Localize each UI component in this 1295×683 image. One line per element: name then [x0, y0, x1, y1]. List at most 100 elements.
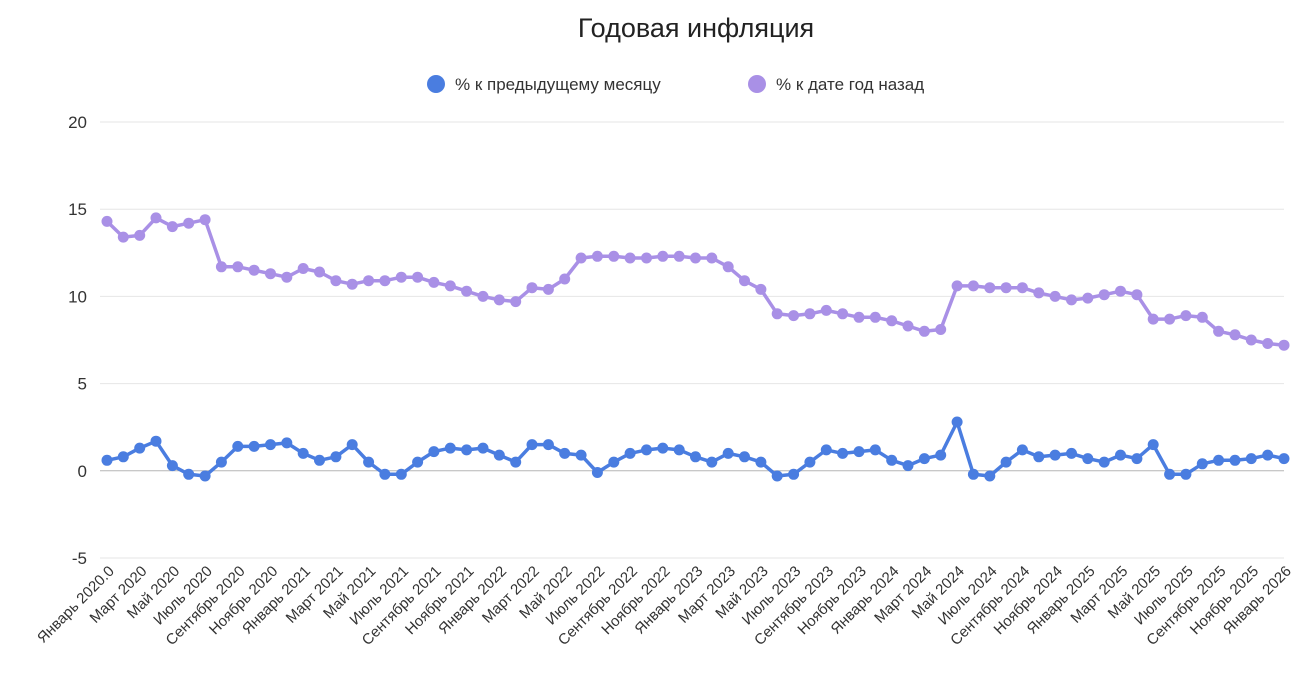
data-point[interactable]: [902, 460, 914, 472]
data-point[interactable]: [608, 250, 620, 262]
data-point[interactable]: [984, 470, 996, 482]
data-point[interactable]: [706, 456, 718, 468]
data-point[interactable]: [624, 252, 636, 264]
data-point[interactable]: [1098, 456, 1110, 468]
data-point[interactable]: [510, 456, 522, 468]
data-point[interactable]: [265, 439, 276, 451]
data-point[interactable]: [1245, 453, 1257, 465]
data-point[interactable]: [232, 440, 244, 452]
data-point[interactable]: [1213, 454, 1225, 466]
data-point[interactable]: [542, 283, 554, 295]
data-point[interactable]: [166, 221, 178, 233]
data-point[interactable]: [1147, 439, 1159, 451]
data-point[interactable]: [1016, 282, 1028, 294]
data-point[interactable]: [1049, 449, 1061, 461]
data-point[interactable]: [591, 467, 603, 478]
data-point[interactable]: [820, 444, 832, 456]
data-point[interactable]: [837, 447, 849, 459]
data-point[interactable]: [1115, 285, 1126, 297]
data-point[interactable]: [1000, 456, 1012, 468]
data-point[interactable]: [935, 449, 947, 461]
data-point[interactable]: [493, 449, 505, 461]
data-point[interactable]: [722, 261, 734, 273]
data-point[interactable]: [1180, 468, 1192, 480]
data-point[interactable]: [1229, 329, 1241, 341]
data-point[interactable]: [902, 320, 914, 332]
data-point[interactable]: [657, 250, 669, 262]
data-point[interactable]: [461, 444, 473, 456]
data-point[interactable]: [967, 468, 979, 480]
data-point[interactable]: [297, 447, 309, 459]
data-point[interactable]: [837, 308, 849, 320]
data-point[interactable]: [690, 252, 701, 264]
data-point[interactable]: [150, 435, 162, 447]
data-point[interactable]: [575, 449, 587, 461]
data-point[interactable]: [477, 290, 489, 302]
data-point[interactable]: [444, 442, 456, 454]
data-point[interactable]: [739, 451, 750, 463]
data-point[interactable]: [428, 276, 440, 288]
data-point[interactable]: [1262, 338, 1274, 349]
data-point[interactable]: [542, 439, 554, 451]
data-point[interactable]: [886, 315, 898, 327]
data-point[interactable]: [608, 456, 620, 468]
data-point[interactable]: [297, 263, 309, 274]
data-point[interactable]: [1213, 325, 1225, 337]
data-point[interactable]: [788, 468, 800, 480]
data-point[interactable]: [1131, 289, 1143, 301]
data-point[interactable]: [428, 446, 440, 458]
data-point[interactable]: [379, 468, 391, 480]
data-point[interactable]: [412, 456, 424, 468]
data-point[interactable]: [461, 285, 473, 297]
data-point[interactable]: [755, 283, 767, 295]
data-point[interactable]: [1066, 447, 1077, 459]
data-point[interactable]: [379, 275, 391, 287]
data-point[interactable]: [820, 304, 832, 316]
data-point[interactable]: [134, 229, 146, 241]
data-point[interactable]: [853, 446, 865, 458]
data-point[interactable]: [363, 275, 375, 287]
data-point[interactable]: [510, 296, 522, 308]
data-point[interactable]: [984, 282, 996, 294]
data-point[interactable]: [199, 470, 211, 482]
data-point[interactable]: [314, 454, 325, 466]
data-point[interactable]: [1131, 453, 1143, 465]
data-point[interactable]: [771, 308, 783, 320]
data-point[interactable]: [1164, 313, 1176, 325]
data-point[interactable]: [1180, 310, 1192, 322]
legend-item-monthly[interactable]: % к предыдущему месяцу: [427, 75, 661, 94]
data-point[interactable]: [526, 439, 538, 451]
data-point[interactable]: [183, 217, 195, 229]
data-point[interactable]: [150, 212, 162, 224]
data-point[interactable]: [559, 273, 571, 285]
data-point[interactable]: [395, 468, 407, 480]
data-point[interactable]: [1066, 294, 1077, 306]
data-point[interactable]: [281, 437, 293, 449]
data-point[interactable]: [918, 453, 930, 465]
data-point[interactable]: [477, 442, 489, 454]
data-point[interactable]: [412, 271, 424, 283]
data-point[interactable]: [1098, 289, 1110, 301]
data-point[interactable]: [117, 231, 129, 243]
data-point[interactable]: [755, 456, 767, 468]
data-point[interactable]: [657, 442, 669, 454]
data-point[interactable]: [1033, 451, 1045, 463]
data-point[interactable]: [281, 271, 293, 283]
data-point[interactable]: [559, 447, 571, 459]
data-point[interactable]: [690, 451, 701, 463]
data-point[interactable]: [1033, 287, 1045, 299]
data-point[interactable]: [101, 454, 113, 466]
data-point[interactable]: [804, 308, 816, 320]
data-point[interactable]: [330, 275, 342, 287]
data-point[interactable]: [395, 271, 407, 283]
data-point[interactable]: [641, 444, 652, 456]
data-point[interactable]: [101, 215, 113, 227]
data-point[interactable]: [134, 442, 146, 454]
data-point[interactable]: [624, 447, 636, 459]
data-point[interactable]: [1147, 313, 1159, 325]
data-point[interactable]: [1278, 453, 1290, 465]
data-point[interactable]: [918, 325, 930, 337]
data-point[interactable]: [248, 264, 260, 276]
data-point[interactable]: [265, 268, 276, 280]
data-point[interactable]: [575, 252, 587, 264]
